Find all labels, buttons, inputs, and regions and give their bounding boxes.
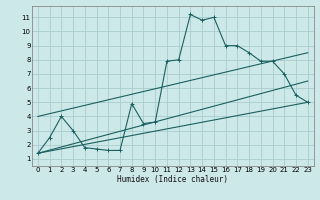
X-axis label: Humidex (Indice chaleur): Humidex (Indice chaleur) <box>117 175 228 184</box>
